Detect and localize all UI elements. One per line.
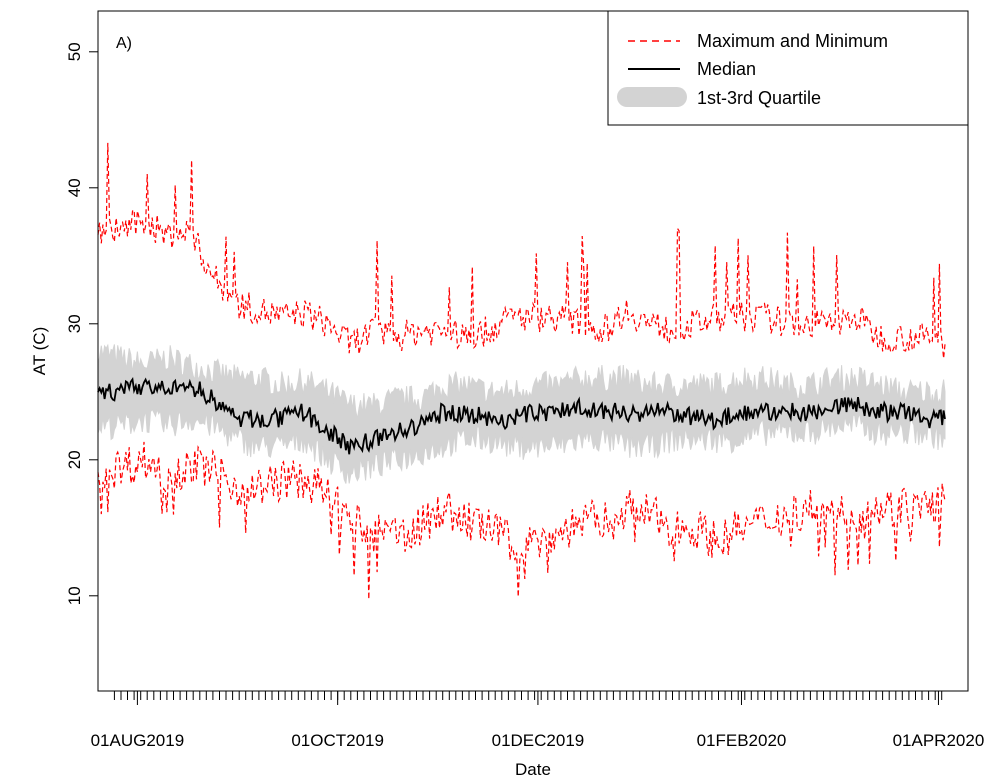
y-axis-label: AT (C)	[30, 327, 49, 375]
legend-key-quartile	[617, 87, 687, 107]
series-line-median	[97, 377, 946, 455]
series-line-layer	[97, 142, 946, 600]
legend-label-quartile: 1st-3rd Quartile	[697, 88, 821, 108]
x-tick-label: 01DEC2019	[492, 731, 585, 750]
y-tick-label: 40	[65, 178, 84, 197]
y-tick-label: 30	[65, 314, 84, 333]
y-tick-label: 20	[65, 450, 84, 469]
x-axis-label: Date	[515, 760, 551, 779]
legend-label-maxmin: Maximum and Minimum	[697, 31, 888, 51]
x-axis: 01AUG2019 01OCT2019 01DEC2019 01FEB2020 01AP…	[91, 691, 985, 750]
panel-label: A)	[116, 35, 132, 52]
series-line-maximum	[97, 142, 946, 359]
legend: Maximum and Minimum Median 1st-3rd Quart…	[607, 10, 969, 126]
y-axis: 10 20 30 40 50	[65, 42, 98, 605]
y-tick-label: 50	[65, 42, 84, 61]
x-tick-label: 01FEB2020	[697, 731, 787, 750]
legend-label-median: Median	[697, 59, 756, 79]
x-tick-label: 01AUG2019	[91, 731, 185, 750]
y-tick-label: 10	[65, 586, 84, 605]
x-tick-label: 01OCT2019	[291, 731, 384, 750]
plot-frame	[97, 10, 969, 692]
x-tick-label: 01APR2020	[893, 731, 985, 750]
series-line-minimum	[97, 441, 946, 600]
